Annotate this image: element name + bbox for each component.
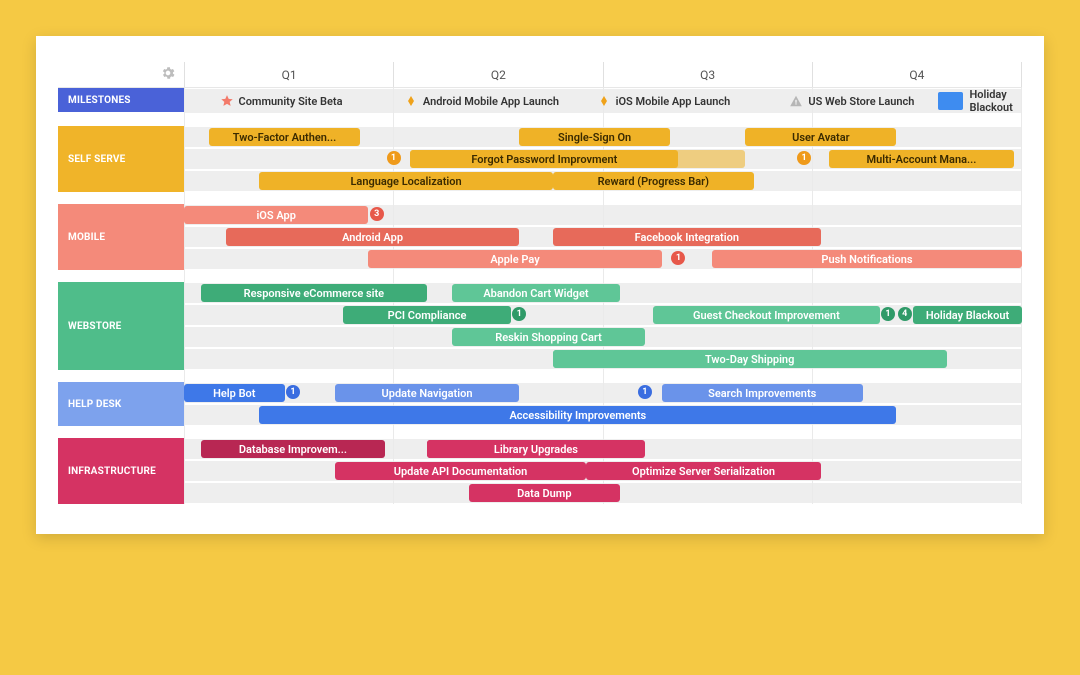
lane-row: Two-Factor Authen... Single-Sign On User A…	[184, 127, 1022, 147]
milestone-label: Community Site Beta	[239, 95, 343, 108]
task-bar[interactable]: Two-Day Shipping	[553, 350, 947, 368]
count-badge[interactable]: 1	[638, 385, 652, 399]
task-bar[interactable]: Search Improvements	[662, 384, 863, 402]
task-bar[interactable]: Update API Documentation	[335, 462, 586, 480]
count-badge[interactable]: 1	[881, 307, 895, 321]
task-bar[interactable]: Help Bot	[184, 384, 285, 402]
diamond-icon	[597, 94, 611, 108]
task-bar[interactable]: Language Localization	[259, 172, 552, 190]
lane-row: Database Improvem... Library Upgrades	[184, 439, 1022, 459]
task-bar[interactable]: Update Navigation	[335, 384, 519, 402]
lane-label: SELF SERVE	[58, 126, 184, 192]
task-bar[interactable]: iOS App	[184, 206, 368, 224]
count-badge[interactable]: 1	[671, 251, 685, 265]
quarter-label: Q1	[184, 62, 393, 87]
task-bar[interactable]: Data Dump	[469, 484, 620, 502]
lane-row: Data Dump	[184, 483, 1022, 503]
milestone-label: Android Mobile App Launch	[423, 95, 559, 108]
task-bar[interactable]: Accessibility Improvements	[259, 406, 896, 424]
task-bar[interactable]: Holiday Blackout	[913, 306, 1022, 324]
count-badge[interactable]: 4	[898, 307, 912, 321]
lane-row: Apple Pay Push Notifications 1	[184, 249, 1022, 269]
task-bar[interactable]: Single-Sign On	[519, 128, 670, 146]
milestone-label: US Web Store Launch	[808, 95, 914, 108]
milestone-item[interactable]: iOS Mobile App Launch	[595, 89, 731, 113]
milestone-item[interactable]: Community Site Beta	[218, 89, 343, 113]
lane-row: Help Bot Update Navigation Search Improvem…	[184, 383, 1022, 403]
diamond-icon	[404, 94, 418, 108]
lane-row: Reskin Shopping Cart	[184, 327, 1022, 347]
quarter-label: Q3	[603, 62, 812, 87]
settings-icon[interactable]	[160, 65, 176, 85]
lane-milestones: MILESTONES Community Site Beta Android Mob…	[58, 88, 1022, 114]
milestone-item[interactable]: Android Mobile App Launch	[402, 89, 559, 113]
milestone-item[interactable]: US Web Store Launch	[787, 89, 914, 113]
count-badge[interactable]: 1	[387, 151, 401, 165]
task-bar[interactable]: Guest Checkout Improvement	[653, 306, 879, 324]
milestone-label: iOS Mobile App Launch	[616, 95, 731, 108]
task-bar[interactable]: Reskin Shopping Cart	[452, 328, 645, 346]
lane-row: Language LocalizationReward (Progress Ba…	[184, 171, 1022, 191]
warn-icon	[789, 94, 803, 108]
lane-row: Responsive eCommerce site Abandon Cart Wi…	[184, 283, 1022, 303]
lane: INFRASTRUCTURE Database Improvem... Librar…	[58, 438, 1022, 504]
task-bar[interactable]: Library Upgrades	[427, 440, 645, 458]
task-bar[interactable]: Reward (Progress Bar)	[553, 172, 754, 190]
task-bar[interactable]: Optimize Server Serialization	[586, 462, 821, 480]
count-badge[interactable]: 1	[797, 151, 811, 165]
lane-row: Two-Day Shipping	[184, 349, 1022, 369]
star-icon	[220, 94, 234, 108]
lane: HELP DESKHelp Bot Update Navigation Search…	[58, 382, 1022, 426]
task-bar[interactable]: Database Improvem...	[201, 440, 385, 458]
milestone-label: Holiday Blackout	[970, 88, 1022, 114]
lane-row: Update API DocumentationOptimize Server …	[184, 461, 1022, 481]
task-bar[interactable]: Push Notifications	[712, 250, 1022, 268]
task-bar[interactable]: Facebook Integration	[553, 228, 821, 246]
task-bar[interactable]: Responsive eCommerce site	[201, 284, 427, 302]
quarter-label: Q4	[812, 62, 1022, 87]
count-badge[interactable]: 1	[512, 307, 526, 321]
task-bar[interactable]: User Avatar	[745, 128, 896, 146]
quarter-label: Q2	[393, 62, 602, 87]
lane-row: iOS App3	[184, 205, 1022, 225]
roadmap-chart: Q1Q2Q3Q4 MILESTONES Community Site Beta An…	[58, 62, 1022, 504]
count-badge[interactable]: 1	[286, 385, 300, 399]
lane: WEBSTORE Responsive eCommerce site Abandon…	[58, 282, 1022, 370]
lane-row: PCI Compliance Guest Checkout Improvement…	[184, 305, 1022, 325]
milestone-item[interactable]: Holiday Blackout	[968, 89, 1022, 113]
count-badge[interactable]: 3	[370, 207, 384, 221]
task-bar[interactable]: PCI Compliance	[343, 306, 511, 324]
lane-label: INFRASTRUCTURE	[58, 438, 184, 504]
task-bar[interactable]: Multi-Account Mana...	[829, 150, 1013, 168]
task-bar[interactable]: Forgot Password Improvment	[410, 150, 678, 168]
milestone-block[interactable]	[938, 92, 963, 110]
roadmap-card: Q1Q2Q3Q4 MILESTONES Community Site Beta An…	[36, 36, 1044, 534]
lane: SELF SERVE Two-Factor Authen... Single-Sig…	[58, 126, 1022, 192]
timeline-header: Q1Q2Q3Q4	[58, 62, 1022, 88]
task-bar[interactable]: Abandon Cart Widget	[452, 284, 620, 302]
milestone-row: Community Site Beta Android Mobile App La…	[184, 89, 1022, 113]
lane-label: MOBILE	[58, 204, 184, 270]
lane-label: HELP DESK	[58, 382, 184, 426]
lane-row: Accessibility Improvements	[184, 405, 1022, 425]
task-bar[interactable]: Apple Pay	[368, 250, 661, 268]
task-bar[interactable]: Two-Factor Authen...	[209, 128, 360, 146]
task-bar[interactable]: Android App	[226, 228, 519, 246]
lane-row: Android App Facebook Integration	[184, 227, 1022, 247]
lane-row: Forgot Password Improvment Multi-Account …	[184, 149, 1022, 169]
lane-label: WEBSTORE	[58, 282, 184, 370]
lane-label: MILESTONES	[58, 88, 184, 112]
lane: MOBILEiOS App3 Android App Facebook Integr…	[58, 204, 1022, 270]
